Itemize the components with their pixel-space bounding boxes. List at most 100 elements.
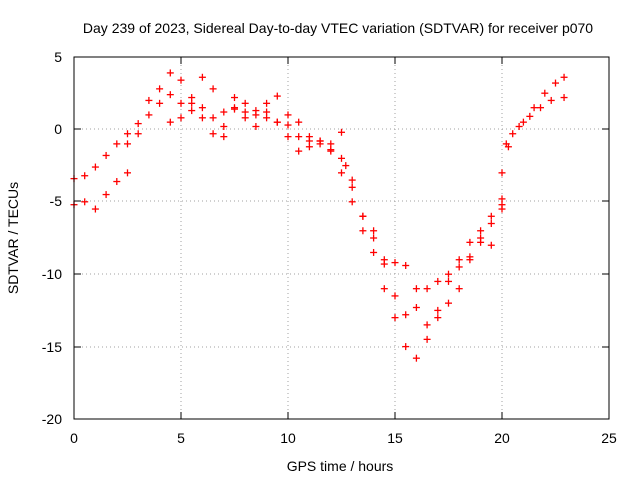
x-tick-label-25: 25	[601, 430, 617, 446]
data-point	[423, 285, 431, 293]
data-point	[412, 354, 420, 362]
data-point	[188, 107, 196, 115]
data-point	[466, 238, 474, 246]
data-point	[455, 256, 463, 264]
data-point	[177, 76, 185, 84]
data-point	[445, 277, 452, 285]
plot-frame	[73, 56, 610, 420]
data-point	[284, 121, 292, 129]
data-point	[338, 154, 345, 162]
data-point	[145, 96, 153, 104]
data-point	[519, 118, 527, 126]
data-point	[156, 99, 164, 107]
data-point	[412, 285, 420, 293]
data-point	[526, 112, 534, 120]
data-point	[498, 205, 506, 213]
data-point	[102, 191, 110, 199]
data-point	[348, 198, 356, 206]
y-tick-labels: 5 0 -5 -10 -15 -20	[42, 49, 62, 427]
data-point	[198, 114, 206, 122]
data-point	[560, 94, 568, 102]
data-point	[198, 104, 206, 112]
data-point	[124, 140, 131, 148]
data-point	[91, 163, 99, 171]
data-point	[552, 79, 559, 87]
data-point	[412, 304, 420, 312]
data-point	[338, 169, 345, 177]
data-point	[305, 143, 313, 151]
data-point	[370, 234, 378, 242]
data-point	[252, 107, 260, 115]
data-point	[434, 314, 442, 322]
y-axis-ticks	[74, 128, 609, 348]
data-point	[209, 130, 217, 138]
data-point	[487, 212, 495, 220]
data-point	[124, 169, 131, 177]
y-tick-label-m5: -5	[50, 193, 63, 209]
data-point	[560, 73, 568, 81]
data-point	[252, 123, 260, 131]
x-tick-label-5: 5	[177, 430, 185, 446]
data-point	[498, 169, 506, 177]
data-point	[166, 69, 174, 77]
data-point	[177, 99, 185, 107]
data-point	[391, 292, 399, 300]
data-point	[263, 108, 271, 116]
data-point	[209, 114, 217, 122]
x-tick-label-0: 0	[70, 430, 78, 446]
data-point	[91, 205, 99, 213]
data-point	[359, 227, 367, 235]
data-point	[241, 114, 249, 122]
x-tick-label-20: 20	[494, 430, 510, 446]
data-point	[423, 335, 431, 343]
data-point	[145, 111, 153, 119]
data-point	[295, 147, 303, 155]
data-point	[220, 108, 228, 116]
y-tick-label-5: 5	[54, 49, 62, 65]
data-point	[455, 285, 463, 293]
x-axis-label: GPS time / hours	[287, 458, 394, 474]
data-point	[284, 133, 292, 141]
data-point	[198, 73, 206, 81]
data-point	[537, 104, 545, 112]
data-point	[338, 128, 345, 136]
data-point	[515, 123, 523, 131]
data-point	[487, 220, 495, 228]
data-point	[391, 259, 399, 267]
data-point	[316, 137, 324, 145]
data-point	[177, 114, 185, 122]
data-point	[348, 183, 356, 191]
data-point	[370, 248, 378, 256]
y-axis-label: SDTVAR / TECUs	[5, 182, 21, 294]
data-point	[423, 321, 431, 329]
data-point	[273, 118, 281, 126]
data-point	[402, 343, 410, 351]
data-point	[504, 143, 512, 151]
data-point	[273, 92, 281, 100]
chart-title: Day 239 of 2023, Sidereal Day-to-day VTE…	[83, 20, 593, 36]
data-point	[477, 238, 485, 246]
data-point	[445, 270, 452, 278]
data-point	[284, 111, 292, 119]
data-point	[342, 162, 350, 170]
data-point	[445, 299, 452, 307]
data-point	[359, 212, 367, 220]
data-point	[166, 91, 174, 99]
y-tick-label-m10: -10	[42, 266, 62, 282]
data-point	[434, 306, 442, 314]
data-point	[188, 99, 196, 107]
data-point	[391, 314, 399, 322]
data-point	[402, 311, 410, 319]
data-point	[541, 89, 549, 97]
data-point	[434, 277, 442, 285]
data-point	[509, 130, 517, 138]
x-tick-label-10: 10	[280, 430, 296, 446]
data-point	[231, 94, 238, 102]
x-tick-labels: 0 5 10 15 20 25	[70, 430, 617, 446]
data-point	[220, 133, 228, 141]
data-point	[370, 227, 378, 235]
data-point	[305, 133, 313, 141]
y-tick-label-m20: -20	[42, 411, 62, 427]
data-point	[530, 104, 538, 112]
